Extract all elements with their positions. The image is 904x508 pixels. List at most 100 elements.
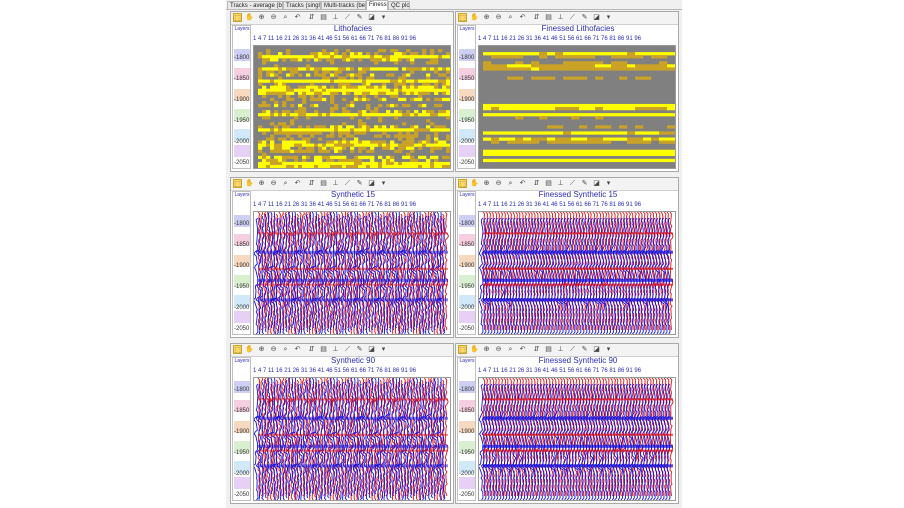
color-scale-icon[interactable]: ◪ [593,14,600,21]
export-icon[interactable]: ▾ [606,180,611,187]
pointer-tool-icon[interactable]: ⬚ [233,179,242,188]
display-options-icon[interactable]: ▤ [545,180,552,187]
cursor-track-icon[interactable]: ⇵ [533,180,540,187]
export-icon[interactable]: ▾ [381,14,386,21]
zoom-in-icon[interactable]: ⊕ [483,346,490,353]
annotation-icon[interactable]: ✎ [581,180,588,187]
pointer-tool-icon[interactable]: ⬚ [233,13,242,22]
zoom-in-icon[interactable]: ⊕ [258,14,265,21]
axis-settings-icon[interactable]: ⊥ [332,346,339,353]
annotation-icon[interactable]: ✎ [581,346,588,353]
synthetic-seismic-plot[interactable] [478,211,676,335]
pointer-tool-icon[interactable]: ⬚ [458,13,467,22]
line-style-icon[interactable]: ⟋ [345,180,350,187]
zoom-out-icon[interactable]: ⊖ [495,180,502,187]
export-icon[interactable]: ▾ [606,346,611,353]
zoom-out-icon[interactable]: ⊖ [270,346,277,353]
lithofacies-plot[interactable] [478,45,676,169]
axis-settings-icon[interactable]: ⊥ [557,346,564,353]
zoom-in-icon[interactable]: ⊕ [483,180,490,187]
line-style-icon[interactable]: ⟋ [570,14,575,21]
litho-cell [318,73,323,77]
undo-zoom-icon[interactable]: ↶ [294,180,301,187]
undo-zoom-icon[interactable]: ↶ [519,180,526,187]
zoom-out-icon[interactable]: ⊖ [495,14,502,21]
axis-settings-icon[interactable]: ⊥ [332,180,339,187]
litho-cell [390,164,395,168]
cursor-track-icon[interactable]: ⇵ [533,14,540,21]
cursor-track-icon[interactable]: ⇵ [308,180,315,187]
export-icon[interactable]: ▾ [381,180,386,187]
line-style-icon[interactable]: ⟋ [345,346,350,353]
pan-tool-icon[interactable]: ✋ [470,180,479,187]
pan-tool-icon[interactable]: ✋ [245,346,254,353]
litho-cell [611,67,620,71]
tab-tracks-single[interactable]: Tracks (single) [283,1,321,9]
litho-cell [659,64,668,68]
zoom-out-icon[interactable]: ⊖ [495,346,502,353]
zoom-in-icon[interactable]: ⊕ [258,180,265,187]
color-scale-icon[interactable]: ◪ [368,180,375,187]
cursor-track-icon[interactable]: ⇵ [533,346,540,353]
display-options-icon[interactable]: ▤ [320,14,327,21]
pointer-tool-icon[interactable]: ⬚ [458,179,467,188]
annotation-icon[interactable]: ✎ [356,14,363,21]
zoom-box-icon[interactable]: ⌕ [283,346,288,353]
line-style-icon[interactable]: ⟋ [345,14,350,21]
tab-qc-plots[interactable]: QC plots [388,1,410,9]
synthetic-seismic-plot[interactable] [253,377,451,501]
pan-tool-icon[interactable]: ✋ [245,14,254,21]
cursor-track-icon[interactable]: ⇵ [308,346,315,353]
pointer-tool-icon[interactable]: ⬚ [458,345,467,354]
zoom-out-icon[interactable]: ⊖ [270,180,277,187]
litho-cell [334,128,339,132]
annotation-icon[interactable]: ✎ [581,14,588,21]
litho-cell [318,91,323,95]
export-icon[interactable]: ▾ [606,14,611,21]
litho-cell [382,140,387,144]
zoom-in-icon[interactable]: ⊕ [483,14,490,21]
pan-tool-icon[interactable]: ✋ [470,346,479,353]
color-scale-icon[interactable]: ◪ [593,180,600,187]
pointer-tool-icon[interactable]: ⬚ [233,345,242,354]
axis-settings-icon[interactable]: ⊥ [557,14,564,21]
zoom-box-icon[interactable]: ⌕ [283,180,288,187]
line-style-icon[interactable]: ⟋ [570,346,575,353]
axis-settings-icon[interactable]: ⊥ [557,180,564,187]
tab-finesse[interactable]: Finesse [366,0,388,10]
axis-settings-icon[interactable]: ⊥ [332,14,339,21]
zoom-in-icon[interactable]: ⊕ [258,346,265,353]
seismic-trace-negative [479,217,484,334]
undo-zoom-icon[interactable]: ↶ [294,346,301,353]
display-options-icon[interactable]: ▤ [320,346,327,353]
undo-zoom-icon[interactable]: ↶ [519,346,526,353]
annotation-icon[interactable]: ✎ [356,180,363,187]
tab-tracks-average[interactable]: Tracks - average (best) [227,1,283,9]
pan-tool-icon[interactable]: ✋ [470,14,479,21]
annotation-icon[interactable]: ✎ [356,346,363,353]
synthetic-seismic-plot[interactable] [478,377,676,501]
display-options-icon[interactable]: ▤ [545,14,552,21]
seismic-trace-positive [586,212,591,331]
undo-zoom-icon[interactable]: ↶ [294,14,301,21]
litho-cell [398,82,403,86]
color-scale-icon[interactable]: ◪ [368,346,375,353]
color-scale-icon[interactable]: ◪ [368,14,375,21]
zoom-box-icon[interactable]: ⌕ [508,346,513,353]
cursor-track-icon[interactable]: ⇵ [308,14,315,21]
line-style-icon[interactable]: ⟋ [570,180,575,187]
display-options-icon[interactable]: ▤ [320,180,327,187]
zoom-box-icon[interactable]: ⌕ [508,14,513,21]
zoom-out-icon[interactable]: ⊖ [270,14,277,21]
tab-multi-tracks[interactable]: Multi-tracks (best) [321,1,366,9]
zoom-box-icon[interactable]: ⌕ [283,14,288,21]
seismic-trace-negative [608,217,615,334]
export-icon[interactable]: ▾ [381,346,386,353]
display-options-icon[interactable]: ▤ [545,346,552,353]
synthetic-seismic-plot[interactable] [253,211,451,335]
zoom-box-icon[interactable]: ⌕ [508,180,513,187]
undo-zoom-icon[interactable]: ↶ [519,14,526,21]
color-scale-icon[interactable]: ◪ [593,346,600,353]
lithofacies-plot[interactable] [253,45,451,169]
pan-tool-icon[interactable]: ✋ [245,180,254,187]
